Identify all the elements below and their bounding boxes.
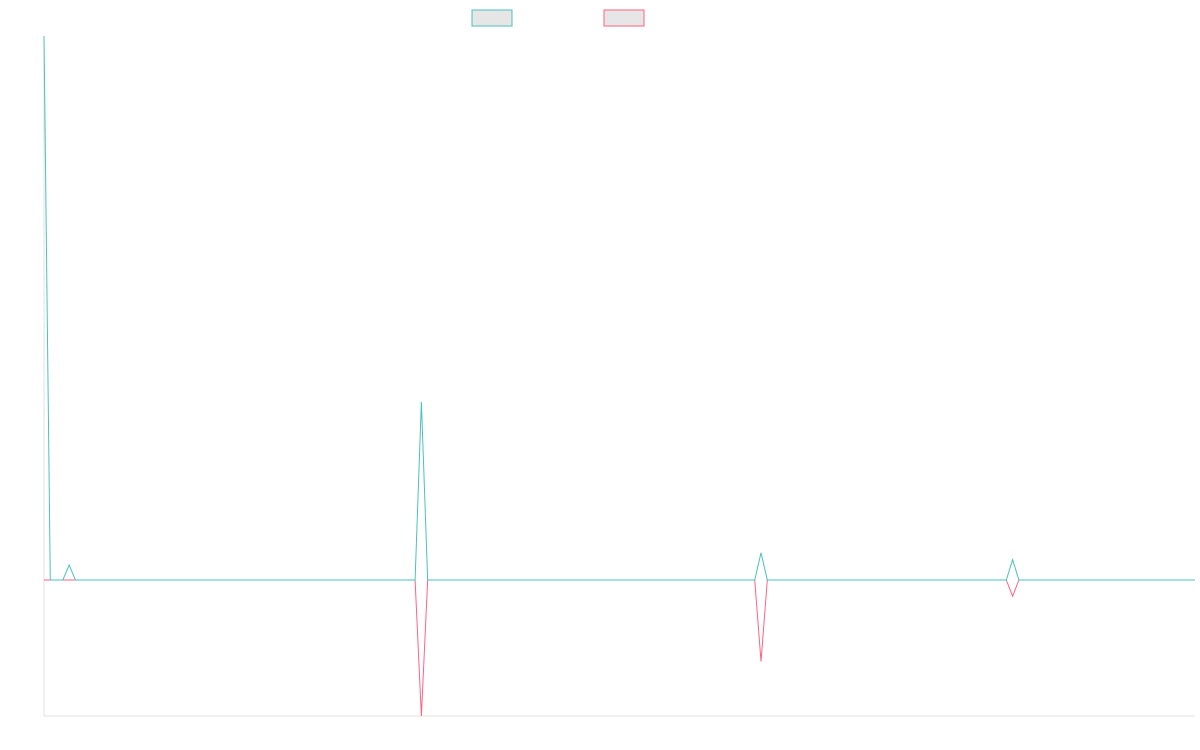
axes	[43, 36, 1195, 717]
series-line-2	[44, 579, 1195, 717]
legend-swatch-1[interactable]	[471, 9, 513, 27]
legend-swatch-2[interactable]	[603, 9, 645, 27]
series-lines	[43, 35, 1195, 717]
series-line-1	[43, 35, 1195, 581]
legend[interactable]	[471, 9, 645, 27]
